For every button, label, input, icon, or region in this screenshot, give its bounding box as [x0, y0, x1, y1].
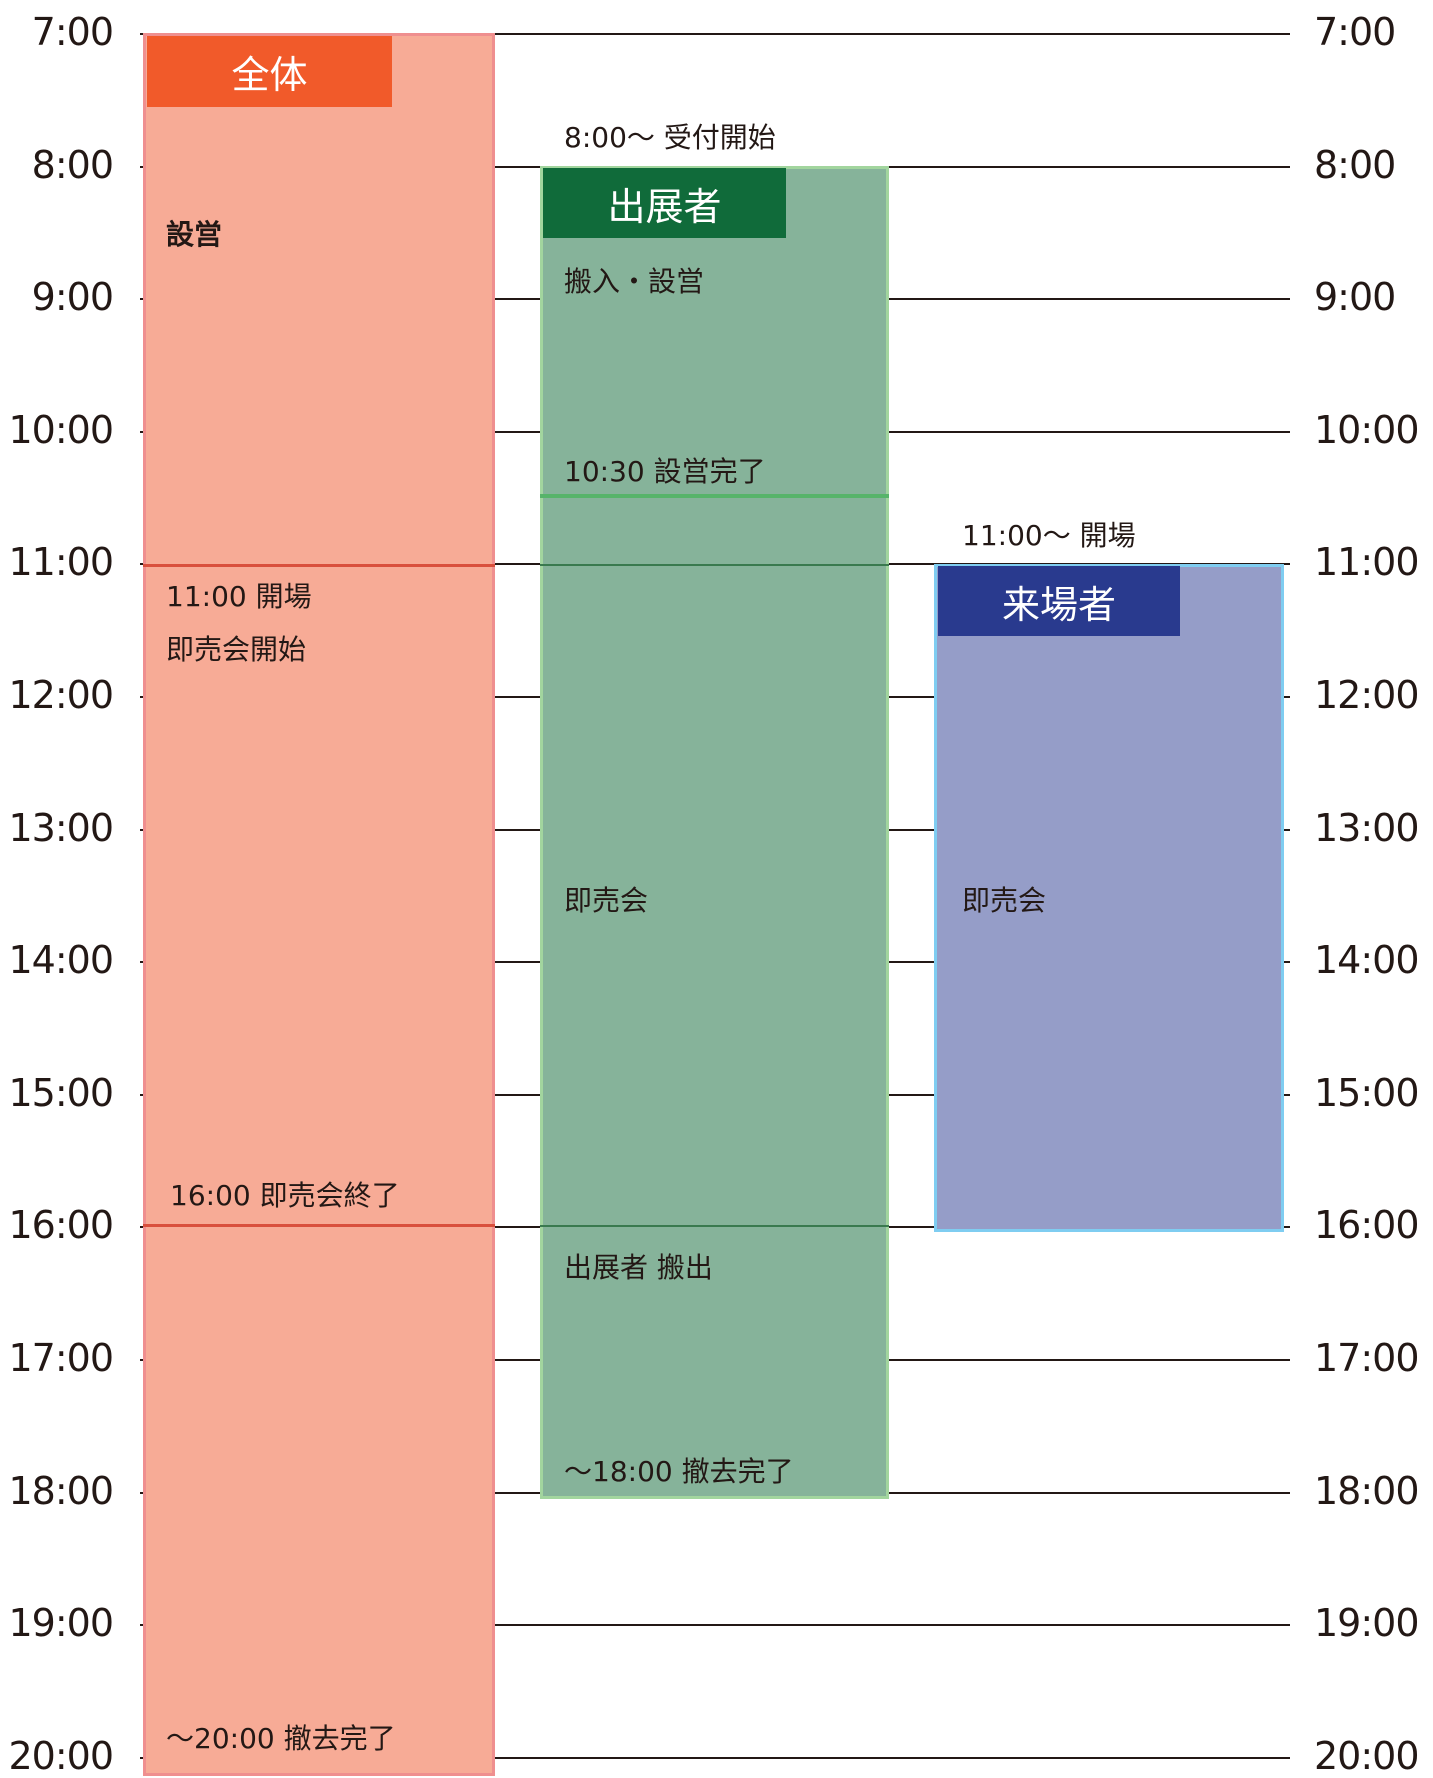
- hour-label-left: 18:00: [8, 1469, 114, 1513]
- hour-label-right: 7:00: [1314, 10, 1396, 54]
- hour-label-right: 13:00: [1314, 806, 1420, 850]
- header-visitors-label: 来場者: [1001, 582, 1116, 627]
- hour-label-right: 10:00: [1314, 408, 1420, 452]
- hour-label-right: 17:00: [1314, 1336, 1420, 1380]
- column-visitors: [934, 564, 1284, 1232]
- note-exh-setup: 搬入・設営: [564, 265, 705, 298]
- hour-label-right: 15:00: [1314, 1071, 1420, 1115]
- hour-label-right: 19:00: [1314, 1601, 1420, 1645]
- column-exhibitors: [540, 166, 889, 1499]
- note-all-open: 11:00 開場: [166, 580, 312, 613]
- header-all: 全体: [147, 36, 392, 107]
- hour-label-left: 9:00: [31, 275, 114, 319]
- note-all-setup: 設営: [166, 218, 223, 251]
- header-exhibitors-label: 出展者: [607, 184, 722, 229]
- column-all: [143, 33, 495, 1776]
- hour-label-left: 14:00: [8, 938, 114, 982]
- hour-label-left: 19:00: [8, 1601, 114, 1645]
- note-all-sale-start: 即売会開始: [166, 633, 307, 666]
- header-visitors: 来場者: [938, 566, 1180, 636]
- hour-label-right: 9:00: [1314, 275, 1396, 319]
- marker-all-sale-end: [143, 1224, 495, 1227]
- header-exhibitors: 出展者: [543, 168, 786, 238]
- note-exh-setup-done: 10:30 設営完了: [564, 455, 766, 488]
- marker-exh-setup-done: [540, 494, 889, 498]
- hour-label-right: 14:00: [1314, 938, 1420, 982]
- hour-label-left: 7:00: [31, 10, 114, 54]
- hour-label-left: 17:00: [8, 1336, 114, 1380]
- hour-label-left: 10:00: [8, 408, 114, 452]
- hour-label-right: 12:00: [1314, 673, 1420, 717]
- hour-label-left: 8:00: [31, 143, 114, 187]
- marker-exh-carry-out: [540, 1225, 889, 1227]
- hour-label-left: 16:00: [8, 1203, 114, 1247]
- hour-label-right: 8:00: [1314, 143, 1396, 187]
- note-exh-teardown-done: 〜18:00 撤去完了: [564, 1455, 794, 1488]
- hour-label-left: 11:00: [8, 540, 114, 584]
- hour-label-right: 16:00: [1314, 1203, 1420, 1247]
- hour-label-left: 13:00: [8, 806, 114, 850]
- hour-line: [140, 1624, 1290, 1626]
- hour-label-right: 18:00: [1314, 1469, 1420, 1513]
- hour-label-right: 11:00: [1314, 540, 1420, 584]
- marker-all-open: [143, 564, 495, 567]
- note-exh-carry-out: 出展者 搬出: [564, 1251, 713, 1284]
- note-vis-sale: 即売会: [962, 884, 1047, 917]
- header-all-label: 全体: [231, 53, 308, 97]
- note-vis-open: 11:00〜 開場: [962, 519, 1136, 552]
- marker-exh-open: [540, 564, 889, 566]
- note-exh-sale: 即売会: [564, 884, 649, 917]
- hour-label-left: 12:00: [8, 673, 114, 717]
- hour-label-right: 20:00: [1314, 1734, 1420, 1778]
- hour-line: [140, 33, 1290, 35]
- note-all-sale-end: 16:00 即売会終了: [170, 1179, 400, 1212]
- hour-label-left: 20:00: [8, 1734, 114, 1778]
- note-exh-reception: 8:00〜 受付開始: [564, 121, 776, 154]
- hour-line: [140, 1757, 1290, 1759]
- hour-label-left: 15:00: [8, 1071, 114, 1115]
- note-all-teardown-done: 〜20:00 撤去完了: [166, 1722, 396, 1755]
